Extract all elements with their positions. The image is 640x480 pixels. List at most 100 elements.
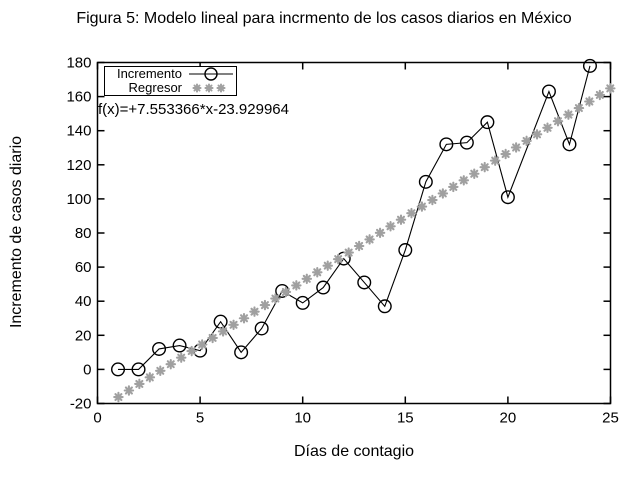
regresor-point — [124, 386, 133, 395]
regresor-point — [595, 90, 604, 99]
regresor-point — [239, 314, 249, 323]
y-tick-label: 160 — [66, 89, 91, 106]
incremento-point — [131, 362, 146, 377]
y-tick-label: 80 — [75, 225, 92, 242]
legend-label-regresor: Regresor — [128, 80, 182, 95]
x-tick-label: 20 — [500, 410, 517, 427]
regresor-point — [229, 320, 238, 329]
x-tick-label: 25 — [602, 410, 619, 427]
incremento-point — [439, 137, 454, 152]
incremento-point — [500, 190, 515, 205]
regresor-point — [449, 182, 458, 191]
legend: Incremento Regresor — [104, 66, 237, 96]
y-tick-label: -20 — [70, 396, 92, 413]
regresor-point — [292, 281, 301, 290]
regresor-point — [574, 104, 583, 113]
regresor-point — [156, 366, 165, 375]
incremento-point — [398, 243, 413, 258]
regresor-point — [281, 287, 290, 297]
regresor-point — [302, 274, 311, 283]
legend-label-incremento: Incremento — [116, 66, 182, 81]
regresor-point — [177, 353, 186, 362]
regresor-point — [543, 123, 552, 132]
regresor-point — [114, 393, 123, 402]
regresor-point — [396, 215, 406, 224]
incremento-point — [418, 174, 433, 189]
incremento-point — [254, 321, 269, 336]
incremento-point — [377, 299, 392, 314]
y-tick-label: 140 — [66, 123, 91, 140]
regresor-point — [438, 189, 447, 198]
y-tick-label: 0 — [83, 361, 91, 378]
regresor-point — [198, 340, 207, 349]
legend-asterisk-sample — [205, 84, 213, 92]
regresor-point — [533, 130, 542, 139]
regresor-point — [323, 261, 332, 270]
regresor-point — [512, 143, 521, 152]
regresor-point — [166, 360, 175, 369]
regresor-point — [344, 248, 353, 257]
regression-equation: f(x)=+7.553366*x-23.929964 — [98, 101, 289, 118]
asterisk-sample-icon — [192, 83, 226, 93]
x-tick-label: 5 — [196, 410, 204, 427]
legend-entry-incremento: Incremento — [105, 67, 236, 81]
regresor-point — [491, 156, 500, 165]
incremento-point — [295, 295, 310, 310]
regresor-point — [480, 163, 489, 172]
regresor-point — [564, 110, 573, 119]
incremento-point — [480, 115, 495, 130]
regresor-point — [260, 301, 269, 310]
incremento-point — [172, 338, 187, 353]
regresor-point — [386, 222, 395, 231]
line-circle-sample-icon — [189, 67, 233, 81]
incremento-point — [459, 135, 474, 150]
x-axis-label: Días de contagio — [293, 443, 415, 460]
regresor-point — [187, 347, 196, 356]
x-tick-label: 0 — [93, 410, 101, 427]
regresor-point — [428, 196, 437, 205]
regresor-point — [208, 333, 217, 342]
incremento-point — [111, 362, 126, 377]
regresor-point — [606, 84, 615, 93]
regresor-point — [135, 379, 144, 388]
incremento-point — [562, 137, 577, 152]
y-tick-label: 100 — [66, 191, 91, 208]
regresor-point — [470, 169, 479, 178]
legend-asterisk-sample — [217, 84, 225, 92]
incremento-point — [152, 341, 167, 356]
regresor-point — [219, 327, 228, 336]
incremento-point — [541, 84, 556, 99]
regresor-point — [522, 136, 531, 145]
regresor-point — [334, 255, 343, 264]
regresor-point — [585, 97, 594, 106]
regresor-point — [365, 235, 374, 244]
incremento-point — [316, 280, 331, 295]
y-tick-label: 40 — [75, 293, 92, 310]
y-tick-label: 120 — [66, 157, 91, 174]
legend-asterisk-sample — [193, 84, 201, 92]
regresor-point — [313, 268, 322, 277]
y-tick-label: 180 — [66, 55, 91, 72]
incremento-point — [582, 58, 597, 73]
regresor-point — [355, 241, 364, 251]
x-tick-label: 10 — [294, 410, 311, 427]
regresor-point — [407, 209, 416, 218]
x-tick-label: 15 — [397, 410, 414, 427]
regresor-point — [145, 373, 154, 382]
regresor-point — [250, 307, 259, 316]
incremento-point — [234, 345, 249, 360]
regresor-point — [553, 117, 562, 126]
regresor-point — [501, 150, 510, 159]
legend-circle-sample — [204, 67, 218, 81]
legend-entry-regresor: Regresor — [105, 81, 236, 95]
y-tick-label: 60 — [75, 259, 92, 276]
regresor-point — [459, 176, 468, 185]
y-tick-label: 20 — [75, 327, 92, 344]
regresor-point — [417, 202, 426, 211]
chart-title: Figura 5: Modelo lineal para incrmento d… — [76, 10, 572, 27]
incremento-point — [357, 275, 372, 290]
regresor-point — [271, 294, 280, 303]
y-axis-label: Incremento de casos diario — [8, 135, 25, 329]
